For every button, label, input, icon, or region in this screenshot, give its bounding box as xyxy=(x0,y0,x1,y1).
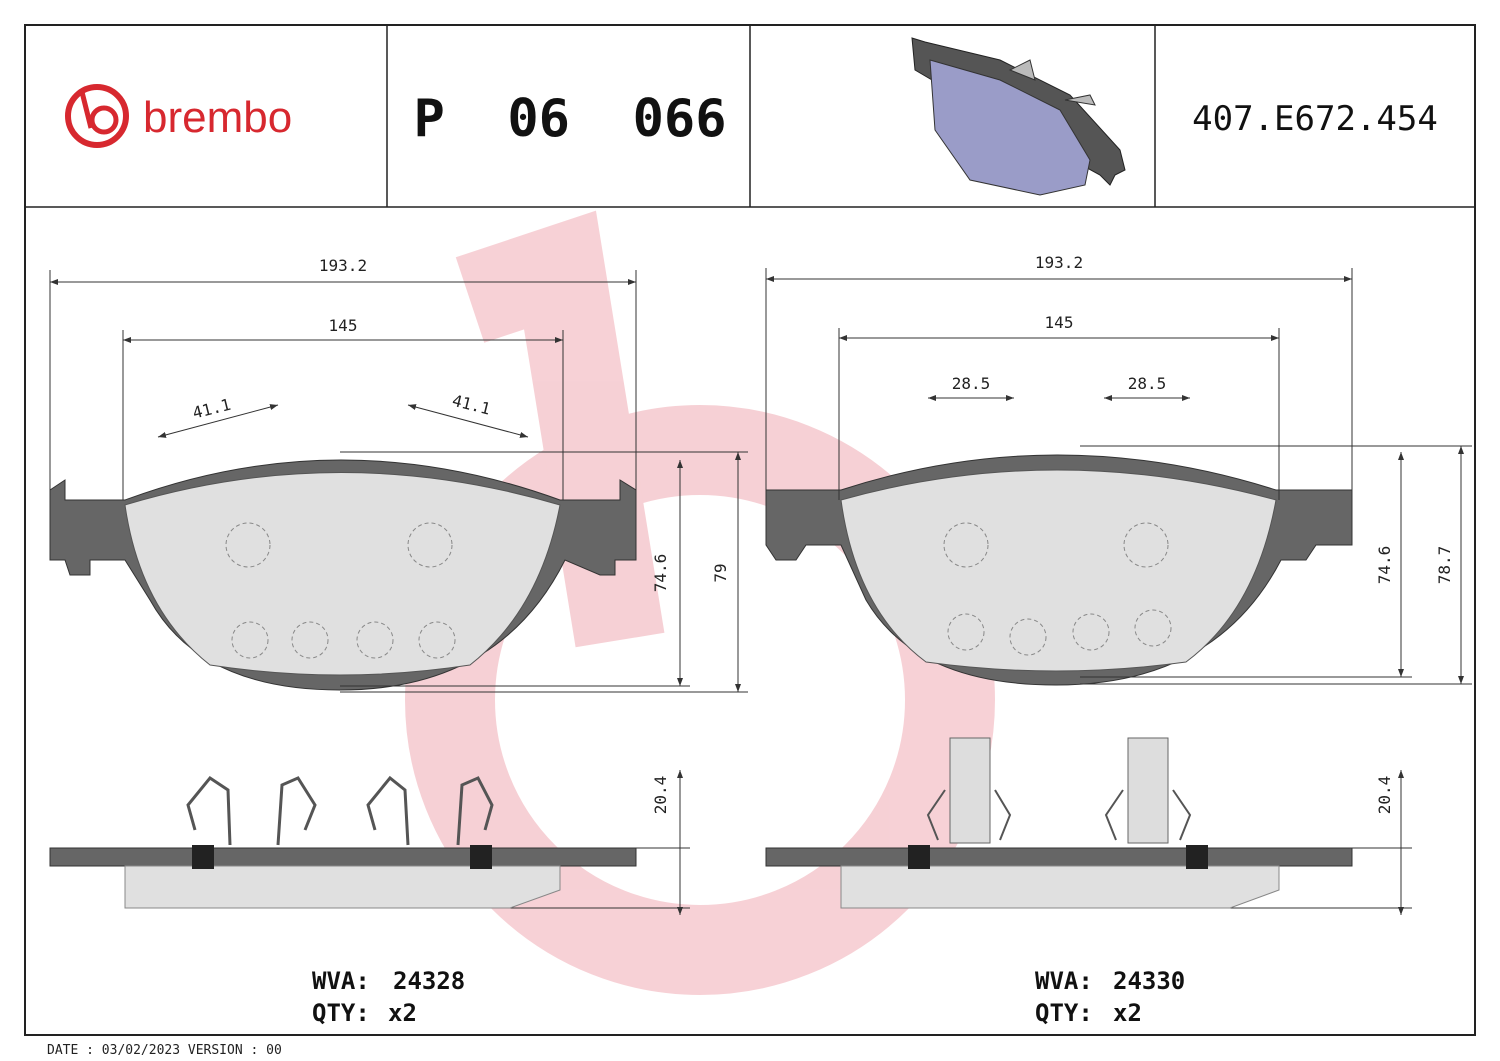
dim-thickness: 20.4 xyxy=(651,776,670,815)
dim-feature: 28.5 xyxy=(1128,374,1167,393)
dim-width: 193.2 xyxy=(319,256,367,275)
dim-inner-width: 145 xyxy=(329,316,358,335)
brembo-logo: brembo xyxy=(65,84,292,148)
dimension-lines-left xyxy=(49,270,748,915)
pad-front-view-left xyxy=(49,459,637,691)
right-info: WVA: 24330 QTY: x2 xyxy=(1035,967,1185,1027)
dim-height-total: 79 xyxy=(711,563,730,582)
dim-feature: 28.5 xyxy=(952,374,991,393)
part-number: P 06 066 xyxy=(413,89,726,149)
qty-value: x2 xyxy=(388,999,417,1027)
pad-front-view-right xyxy=(765,454,1353,686)
qty-label: QTY: xyxy=(312,999,370,1027)
qty-label: QTY: xyxy=(1035,999,1093,1027)
brand-name: brembo xyxy=(143,93,292,142)
qty-value: x2 xyxy=(1113,999,1142,1027)
dim-width: 193.2 xyxy=(1035,253,1083,272)
dim-height: 74.6 xyxy=(651,554,670,593)
wva-number: 24330 xyxy=(1113,967,1185,995)
dim-thickness: 20.4 xyxy=(1375,776,1394,815)
dim-height-total: 78.7 xyxy=(1435,546,1454,585)
pad-side-view-right xyxy=(765,737,1353,909)
dim-height: 74.6 xyxy=(1375,546,1394,585)
wva-number: 24328 xyxy=(393,967,465,995)
pad-illustration xyxy=(911,37,1126,196)
wva-label: WVA: xyxy=(312,967,370,995)
pad-side-view-left xyxy=(49,775,637,909)
part-code: 407.E672.454 xyxy=(1192,99,1438,139)
dim-inner-width: 145 xyxy=(1045,313,1074,332)
header-grid xyxy=(25,25,1475,208)
left-info: WVA: 24328 QTY: x2 xyxy=(312,967,465,1027)
wva-label: WVA: xyxy=(1035,967,1093,995)
footer: DATE : 03/02/2023 VERSION : 00 xyxy=(47,1043,282,1058)
dim-feature: 41.1 xyxy=(450,391,492,419)
